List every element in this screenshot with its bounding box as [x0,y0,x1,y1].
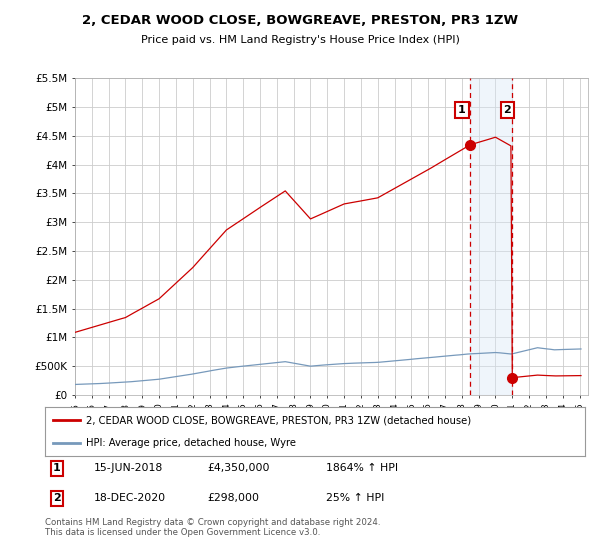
Text: 1: 1 [53,464,61,473]
Text: £4,350,000: £4,350,000 [207,464,269,473]
Text: 2, CEDAR WOOD CLOSE, BOWGREAVE, PRESTON, PR3 1ZW (detached house): 2, CEDAR WOOD CLOSE, BOWGREAVE, PRESTON,… [86,416,470,426]
Text: 18-DEC-2020: 18-DEC-2020 [94,493,166,503]
Text: HPI: Average price, detached house, Wyre: HPI: Average price, detached house, Wyre [86,438,296,448]
Text: 2: 2 [53,493,61,503]
Text: 1864% ↑ HPI: 1864% ↑ HPI [326,464,398,473]
Text: 1: 1 [458,105,466,115]
Text: 15-JUN-2018: 15-JUN-2018 [94,464,163,473]
Text: 25% ↑ HPI: 25% ↑ HPI [326,493,384,503]
Text: Price paid vs. HM Land Registry's House Price Index (HPI): Price paid vs. HM Land Registry's House … [140,35,460,45]
Bar [470,78,512,395]
Text: 2, CEDAR WOOD CLOSE, BOWGREAVE, PRESTON, PR3 1ZW: 2, CEDAR WOOD CLOSE, BOWGREAVE, PRESTON,… [82,14,518,27]
Text: Contains HM Land Registry data © Crown copyright and database right 2024.
This d: Contains HM Land Registry data © Crown c… [45,518,380,538]
Text: 2: 2 [503,105,511,115]
Text: £298,000: £298,000 [207,493,259,503]
